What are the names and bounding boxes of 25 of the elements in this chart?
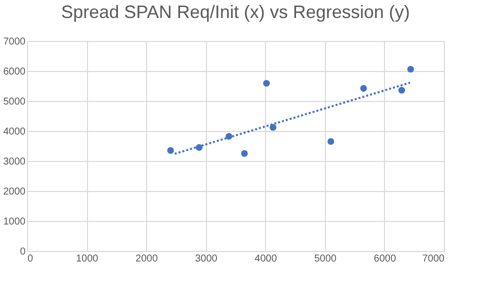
x-tick-label: 7000 xyxy=(422,254,445,264)
y-tick-label: 1000 xyxy=(3,216,26,228)
point xyxy=(360,85,367,92)
point xyxy=(327,138,334,145)
point xyxy=(263,80,270,87)
y-tick-label: 0 xyxy=(20,246,26,258)
chart-title: Spread SPAN Req/Init (x) vs Regression (y) xyxy=(61,2,410,22)
y-tick-label: 7000 xyxy=(3,36,26,48)
y-tick-label: 2000 xyxy=(3,186,26,198)
point xyxy=(167,147,174,154)
point xyxy=(270,124,276,131)
point xyxy=(241,150,248,157)
x-tick-label: 0 xyxy=(28,254,34,264)
x-tick-label: 6000 xyxy=(374,254,396,264)
x-tick-label: 3000 xyxy=(195,254,218,264)
point xyxy=(407,66,414,73)
y-tick-label: 4000 xyxy=(3,126,26,138)
y-tick-label: 3000 xyxy=(3,156,26,168)
y-tick-label: 6000 xyxy=(3,66,26,78)
x-tick-label: 4000 xyxy=(254,254,278,264)
x-tick-label: 2000 xyxy=(136,254,158,264)
x-tick-label: 1000 xyxy=(76,254,99,264)
x-tick-label: 5000 xyxy=(314,254,337,264)
y-tick-label: 5000 xyxy=(3,96,26,108)
point xyxy=(398,86,406,94)
